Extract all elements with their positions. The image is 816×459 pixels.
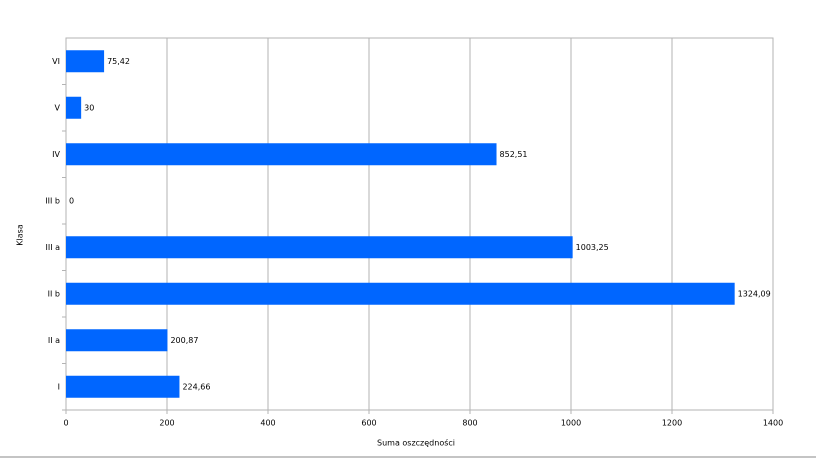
bar: [66, 282, 735, 305]
x-tick-label: 1200: [662, 419, 682, 428]
x-tick-label: 0: [63, 419, 68, 428]
bar: [66, 143, 497, 166]
value-label: 0: [69, 196, 74, 205]
value-label: 852,51: [500, 150, 528, 159]
y-tick-label: VI: [52, 57, 60, 66]
bar: [66, 236, 573, 259]
value-label: 200,87: [170, 336, 198, 345]
y-tick-label: II a: [48, 336, 60, 345]
bar: [66, 329, 168, 352]
x-tick-label: 600: [361, 419, 376, 428]
x-tick-label: 800: [462, 419, 477, 428]
bar: [66, 96, 82, 119]
x-tick-label: 400: [260, 419, 275, 428]
value-label: 30: [84, 103, 94, 112]
x-tick-label: 1000: [561, 419, 581, 428]
value-label: 224,66: [182, 382, 210, 391]
x-tick-label: 200: [159, 419, 174, 428]
value-label: 1324,09: [738, 289, 771, 298]
value-label: 75,42: [107, 57, 130, 66]
x-axis-title: Suma oszczędności: [377, 438, 455, 448]
y-tick-label: V: [55, 103, 61, 112]
value-label: 1003,25: [576, 243, 609, 252]
bar: [66, 50, 105, 73]
x-tick-label: 1400: [763, 419, 783, 428]
y-tick-label: II b: [48, 289, 60, 298]
y-tick-label: III a: [45, 243, 60, 252]
plot-frame: [65, 37, 774, 411]
bar: [66, 375, 180, 398]
y-tick-label: III b: [45, 196, 60, 205]
y-axis-title: Klasa: [16, 224, 25, 246]
y-tick-label: I: [58, 382, 60, 391]
y-tick-label: IV: [52, 150, 60, 159]
